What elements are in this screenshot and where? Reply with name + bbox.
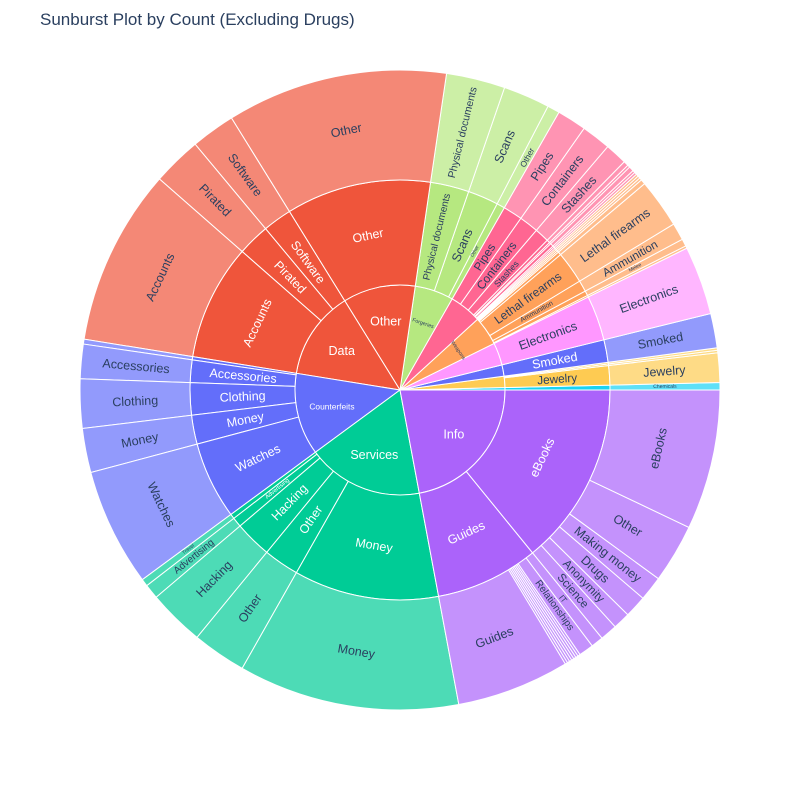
- sunburst-segment-info-ebooks-ebooks[interactable]: [588, 389, 721, 529]
- chart-title: Sunburst Plot by Count (Excluding Drugs): [40, 10, 355, 29]
